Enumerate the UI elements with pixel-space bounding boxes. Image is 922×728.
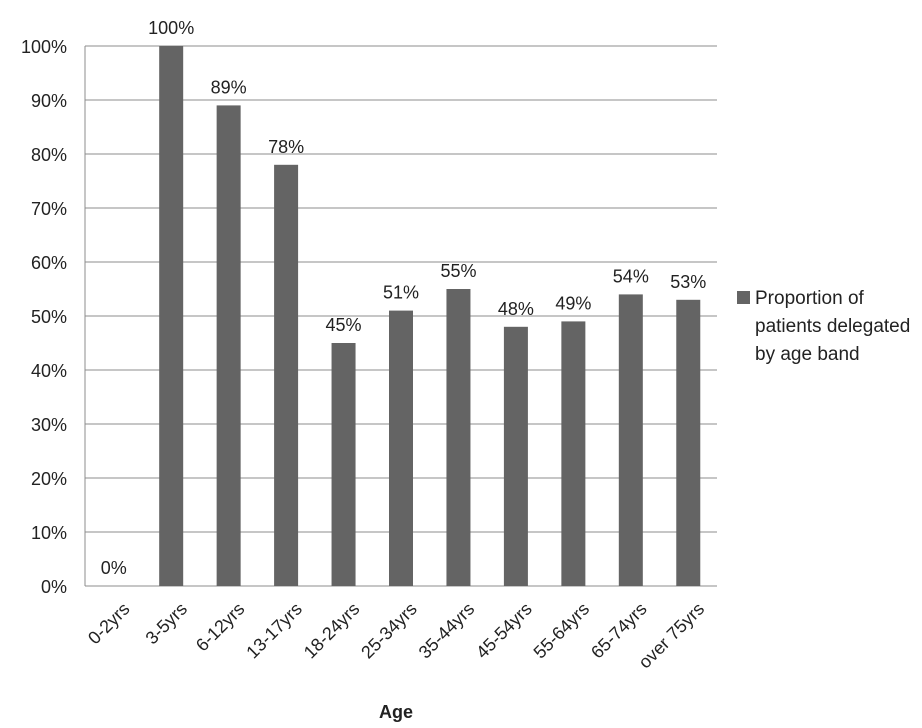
legend: Proportion of patients delegated by age ba… — [737, 288, 910, 365]
data-label: 89% — [211, 77, 247, 97]
x-tick-label: 3-5yrs — [142, 599, 192, 649]
x-axis-title: Age — [379, 702, 413, 722]
x-tick-label: 6-12yrs — [192, 599, 249, 656]
legend-label-line: patients delegated — [755, 316, 910, 337]
legend-label: Proportion of patients delegated by age ba… — [755, 288, 910, 365]
x-tick-label: 45-54yrs — [472, 599, 536, 663]
data-label: 0% — [101, 558, 127, 578]
legend-swatch — [737, 291, 750, 304]
bar — [331, 343, 356, 586]
x-axis-tick-labels: 0-2yrs 3-5yrs 6-12yrs13-17yrs18-24yrs25-34… — [84, 599, 708, 673]
y-tick-label: 100% — [21, 37, 67, 57]
x-tick-label: 13-17yrs — [242, 599, 306, 663]
data-label: 49% — [555, 293, 591, 313]
data-label: 78% — [268, 137, 304, 157]
bar — [561, 321, 586, 586]
bar — [216, 105, 241, 587]
bar — [159, 46, 184, 586]
data-label: 51% — [383, 283, 419, 303]
x-tick-label: 35-44yrs — [415, 599, 479, 663]
data-label: 53% — [670, 272, 706, 292]
data-label: 55% — [440, 261, 476, 281]
y-tick-label: 20% — [31, 469, 67, 489]
legend-label-line: by age band — [755, 344, 860, 365]
bar — [389, 310, 413, 586]
data-label: 45% — [326, 315, 362, 335]
y-tick-label: 80% — [31, 145, 67, 165]
bar — [446, 289, 471, 586]
data-label: 54% — [613, 266, 649, 286]
bar — [274, 164, 299, 587]
bars — [159, 46, 701, 587]
y-tick-label: 50% — [31, 307, 67, 327]
bar — [676, 299, 701, 586]
y-tick-label: 10% — [31, 523, 67, 543]
y-tick-label: 70% — [31, 199, 67, 219]
data-label: 48% — [498, 299, 534, 319]
data-label: 100% — [148, 18, 194, 38]
x-tick-label: 55-64yrs — [530, 599, 594, 663]
y-tick-label: 40% — [31, 361, 67, 381]
y-axis-tick-labels: 0% 10% 20% 30% 40% 50% 60% 70% 80% 90% 100% — [21, 37, 67, 597]
x-tick-label: 0-2yrs — [84, 599, 134, 649]
y-tick-label: 30% — [31, 415, 67, 435]
bar — [618, 294, 643, 586]
x-tick-label: 25-34yrs — [357, 599, 421, 663]
y-tick-label: 90% — [31, 91, 67, 111]
y-tick-label: 0% — [41, 577, 67, 597]
y-tick-label: 60% — [31, 253, 67, 273]
x-tick-label: 18-24yrs — [300, 599, 364, 663]
data-labels: 0% 100% 89% 78% 45% 51% 55% 48% 49% 54% 53% — [101, 18, 707, 578]
bar — [503, 326, 528, 586]
legend-label-line: Proportion of — [755, 288, 865, 309]
